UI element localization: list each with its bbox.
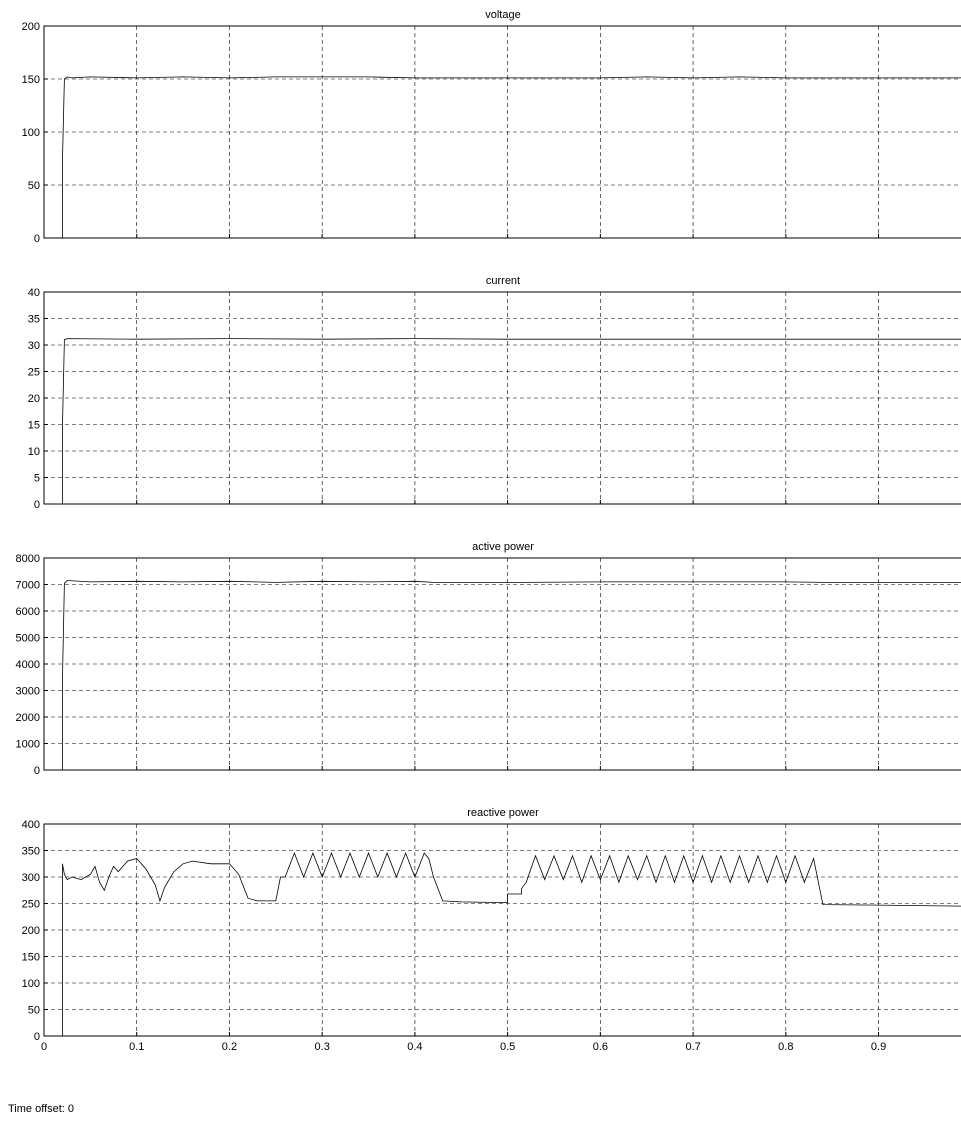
- active-power-y-tick-label: 7000: [16, 580, 40, 592]
- reactive-power-x-tick-label: 0.4: [407, 1041, 422, 1053]
- active-power-y-tick-label: 3000: [16, 686, 40, 698]
- reactive-power-y-tick-label: 0: [34, 1031, 40, 1043]
- voltage-title: voltage: [485, 9, 520, 21]
- current-y-tick-label: 25: [28, 367, 40, 379]
- reactive-power-x-tick-label: 0.2: [222, 1041, 237, 1053]
- voltage-y-tick-label: 50: [28, 180, 40, 192]
- reactive-power-y-tick-label: 350: [22, 846, 40, 858]
- reactive-power-y-tick-label: 150: [22, 952, 40, 964]
- current-title: current: [486, 275, 520, 287]
- active-power-y-tick-label: 0: [34, 765, 40, 777]
- current-y-tick-label: 20: [28, 393, 40, 405]
- current-y-tick-label: 35: [28, 314, 40, 326]
- reactive-power-x-tick-label: 0.5: [500, 1041, 515, 1053]
- reactive-power-y-tick-label: 400: [22, 819, 40, 831]
- reactive-power-y-tick-label: 300: [22, 872, 40, 884]
- reactive-power-x-tick-label: 0.9: [871, 1041, 886, 1053]
- active-power-y-tick-label: 1000: [16, 739, 40, 751]
- reactive-power-x-tick-label: 0.3: [315, 1041, 330, 1053]
- time-offset-label: Time offset: 0: [8, 1103, 75, 1115]
- active-power-y-tick-label: 6000: [16, 606, 40, 618]
- current-y-tick-label: 15: [28, 420, 40, 432]
- current-y-tick-label: 5: [34, 473, 40, 485]
- reactive-power-panel: 0 50 100 150 200 250 300 350 400 0 0.1 0.2 0.3 0.4 0.5…: [22, 807, 961, 1053]
- active-power-panel: 0 1000 2000 3000 4000 5000 6000 7000 8000 active …: [16, 541, 961, 777]
- reactive-power-x-tick-label: 0.7: [685, 1041, 700, 1053]
- current-panel: 0 5 10 15 20 25 30 35 40 current: [28, 275, 961, 511]
- voltage-y-tick-label: 100: [22, 127, 40, 139]
- reactive-power-y-tick-label: 50: [28, 1005, 40, 1017]
- voltage-y-tick-label: 0: [34, 233, 40, 245]
- voltage-y-tick-label: 200: [22, 21, 40, 33]
- active-power-y-tick-label: 5000: [16, 633, 40, 645]
- voltage-trace: [44, 76, 961, 239]
- current-y-tick-label: 10: [28, 446, 40, 458]
- active-power-y-tick-label: 4000: [16, 659, 40, 671]
- reactive-power-x-tick-label: 0: [41, 1041, 47, 1053]
- reactive-power-y-tick-label: 100: [22, 978, 40, 990]
- reactive-power-x-tick-label: 0.1: [129, 1041, 144, 1053]
- reactive-power-x-tick-label: 0.8: [778, 1041, 793, 1053]
- reactive-power-trace: [44, 851, 961, 1037]
- reactive-power-x-tick-label: 0.6: [593, 1041, 608, 1053]
- reactive-power-title: reactive power: [467, 807, 539, 819]
- voltage-y-tick-label: 150: [22, 74, 40, 86]
- active-power-y-tick-label: 2000: [16, 712, 40, 724]
- voltage-panel: 0 50 100 150 200 voltage: [22, 9, 961, 245]
- active-power-title: active power: [472, 541, 534, 553]
- current-trace: [44, 338, 961, 505]
- current-y-tick-label: 30: [28, 340, 40, 352]
- current-y-tick-label: 40: [28, 287, 40, 299]
- active-power-y-tick-label: 8000: [16, 553, 40, 565]
- current-y-tick-label: 0: [34, 499, 40, 511]
- active-power-trace: [44, 580, 961, 771]
- reactive-power-y-tick-label: 200: [22, 925, 40, 937]
- reactive-power-y-tick-label: 250: [22, 899, 40, 911]
